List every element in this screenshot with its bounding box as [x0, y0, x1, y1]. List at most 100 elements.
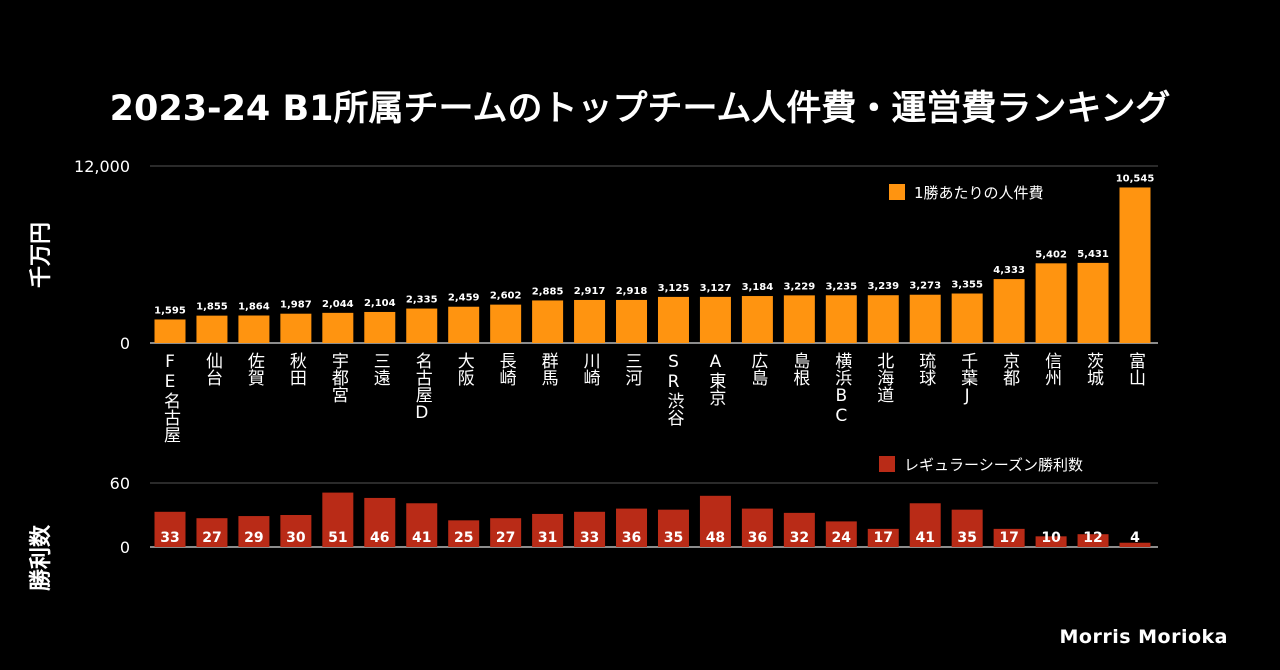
data-label: 4: [1130, 530, 1140, 546]
bar: [657, 509, 689, 547]
bar: [1035, 263, 1067, 343]
y-axis-title: 勝利数: [28, 524, 54, 591]
bar: [364, 497, 396, 547]
bar: [406, 503, 438, 547]
data-label: 2,917: [574, 286, 606, 297]
data-label: 2,044: [322, 299, 354, 310]
bar: [951, 509, 983, 547]
x-tick-label: 秋田: [286, 352, 307, 386]
bar: [574, 299, 606, 343]
x-tick-label: A東京: [705, 352, 726, 407]
data-label: 3,229: [784, 281, 816, 292]
data-label: 5,431: [1077, 249, 1109, 260]
data-label: 1,864: [238, 302, 270, 313]
bar: [532, 513, 564, 547]
bar: [196, 518, 228, 547]
data-label: 3,273: [909, 281, 941, 292]
data-label: 3,355: [951, 280, 983, 291]
data-label: 10: [1041, 530, 1061, 546]
data-label: 1,987: [280, 300, 312, 311]
x-tick-label: 群馬: [538, 352, 559, 387]
bar: [238, 516, 270, 547]
bar: [783, 295, 815, 343]
data-label: 2,602: [490, 291, 522, 302]
bar: [616, 299, 648, 343]
data-label: 2,885: [532, 286, 564, 297]
bar: [1035, 536, 1067, 547]
data-label: 31: [538, 530, 557, 546]
data-label: 5,402: [1035, 249, 1067, 260]
x-tick-label: 広島: [747, 352, 768, 387]
bar: [616, 508, 648, 547]
data-label: 48: [706, 530, 725, 546]
x-tick-label: FE名古屋: [160, 352, 181, 443]
bar: [154, 511, 186, 547]
data-label: 17: [874, 530, 893, 546]
data-label: 33: [160, 530, 179, 546]
bar: [741, 296, 773, 343]
bar: [280, 313, 312, 343]
bar: [909, 503, 941, 547]
bar: [741, 508, 773, 547]
data-label: 46: [370, 530, 389, 546]
x-tick-label: 横浜BC: [831, 352, 852, 426]
data-label: 2,918: [616, 286, 648, 297]
bar: [490, 518, 522, 547]
x-tick-label: 名古屋D: [412, 352, 433, 423]
data-label: 33: [580, 530, 599, 546]
data-label: 41: [412, 530, 431, 546]
x-tick-label: 長崎: [496, 352, 517, 386]
x-tick-label: 千葉J: [957, 352, 978, 406]
x-tick-label: 仙台: [202, 352, 223, 386]
legend-label: レギュラーシーズン勝利数: [904, 456, 1083, 474]
data-label: 2,104: [364, 298, 396, 309]
x-tick-label: 三河: [622, 352, 643, 386]
data-label: 2,335: [406, 295, 438, 306]
bar: [825, 295, 857, 343]
y-tick-label: 0: [120, 334, 130, 353]
bar: [196, 315, 228, 343]
bar: [699, 296, 731, 343]
bar: [1077, 534, 1109, 547]
data-label: 1,855: [196, 302, 228, 313]
data-label: 17: [999, 530, 1018, 546]
data-label: 35: [664, 530, 683, 546]
data-label: 3,239: [867, 281, 899, 292]
x-tick-label: 京都: [999, 352, 1020, 386]
bar: [490, 304, 522, 343]
credit: Morris Morioka: [1059, 626, 1228, 648]
data-label: 32: [790, 530, 809, 546]
bar: [364, 311, 396, 343]
bar: [532, 300, 564, 343]
data-label: 12: [1083, 530, 1102, 546]
y-tick-label: 0: [120, 538, 130, 557]
data-label: 24: [832, 530, 852, 546]
data-label: 27: [496, 530, 515, 546]
x-tick-label: 島根: [789, 352, 810, 386]
data-label: 51: [328, 530, 347, 546]
bar: [993, 279, 1025, 343]
bar: [154, 319, 186, 343]
x-tick-label: 琉球: [915, 352, 936, 386]
x-tick-label: 大阪: [454, 352, 475, 386]
legend-swatch: [889, 184, 905, 200]
data-label: 29: [244, 530, 263, 546]
data-label: 1,595: [154, 305, 186, 316]
y-tick-label: 60: [110, 474, 130, 493]
bar: [1077, 262, 1109, 343]
data-label: 2,459: [448, 293, 480, 304]
data-label: 36: [622, 530, 641, 546]
bar: [448, 520, 480, 547]
bar: [574, 511, 606, 547]
data-label: 3,184: [742, 282, 774, 293]
data-label: 3,235: [825, 281, 857, 292]
x-tick-label: 佐賀: [244, 352, 264, 386]
bar: [448, 306, 480, 343]
data-label: 3,125: [658, 283, 690, 294]
bar: [657, 296, 689, 343]
x-tick-label: 三遠: [370, 352, 391, 386]
y-tick-label: 12,000: [74, 157, 130, 176]
data-label: 36: [748, 530, 767, 546]
y-axis-title: 千万円: [29, 222, 54, 288]
bar: [825, 521, 857, 547]
